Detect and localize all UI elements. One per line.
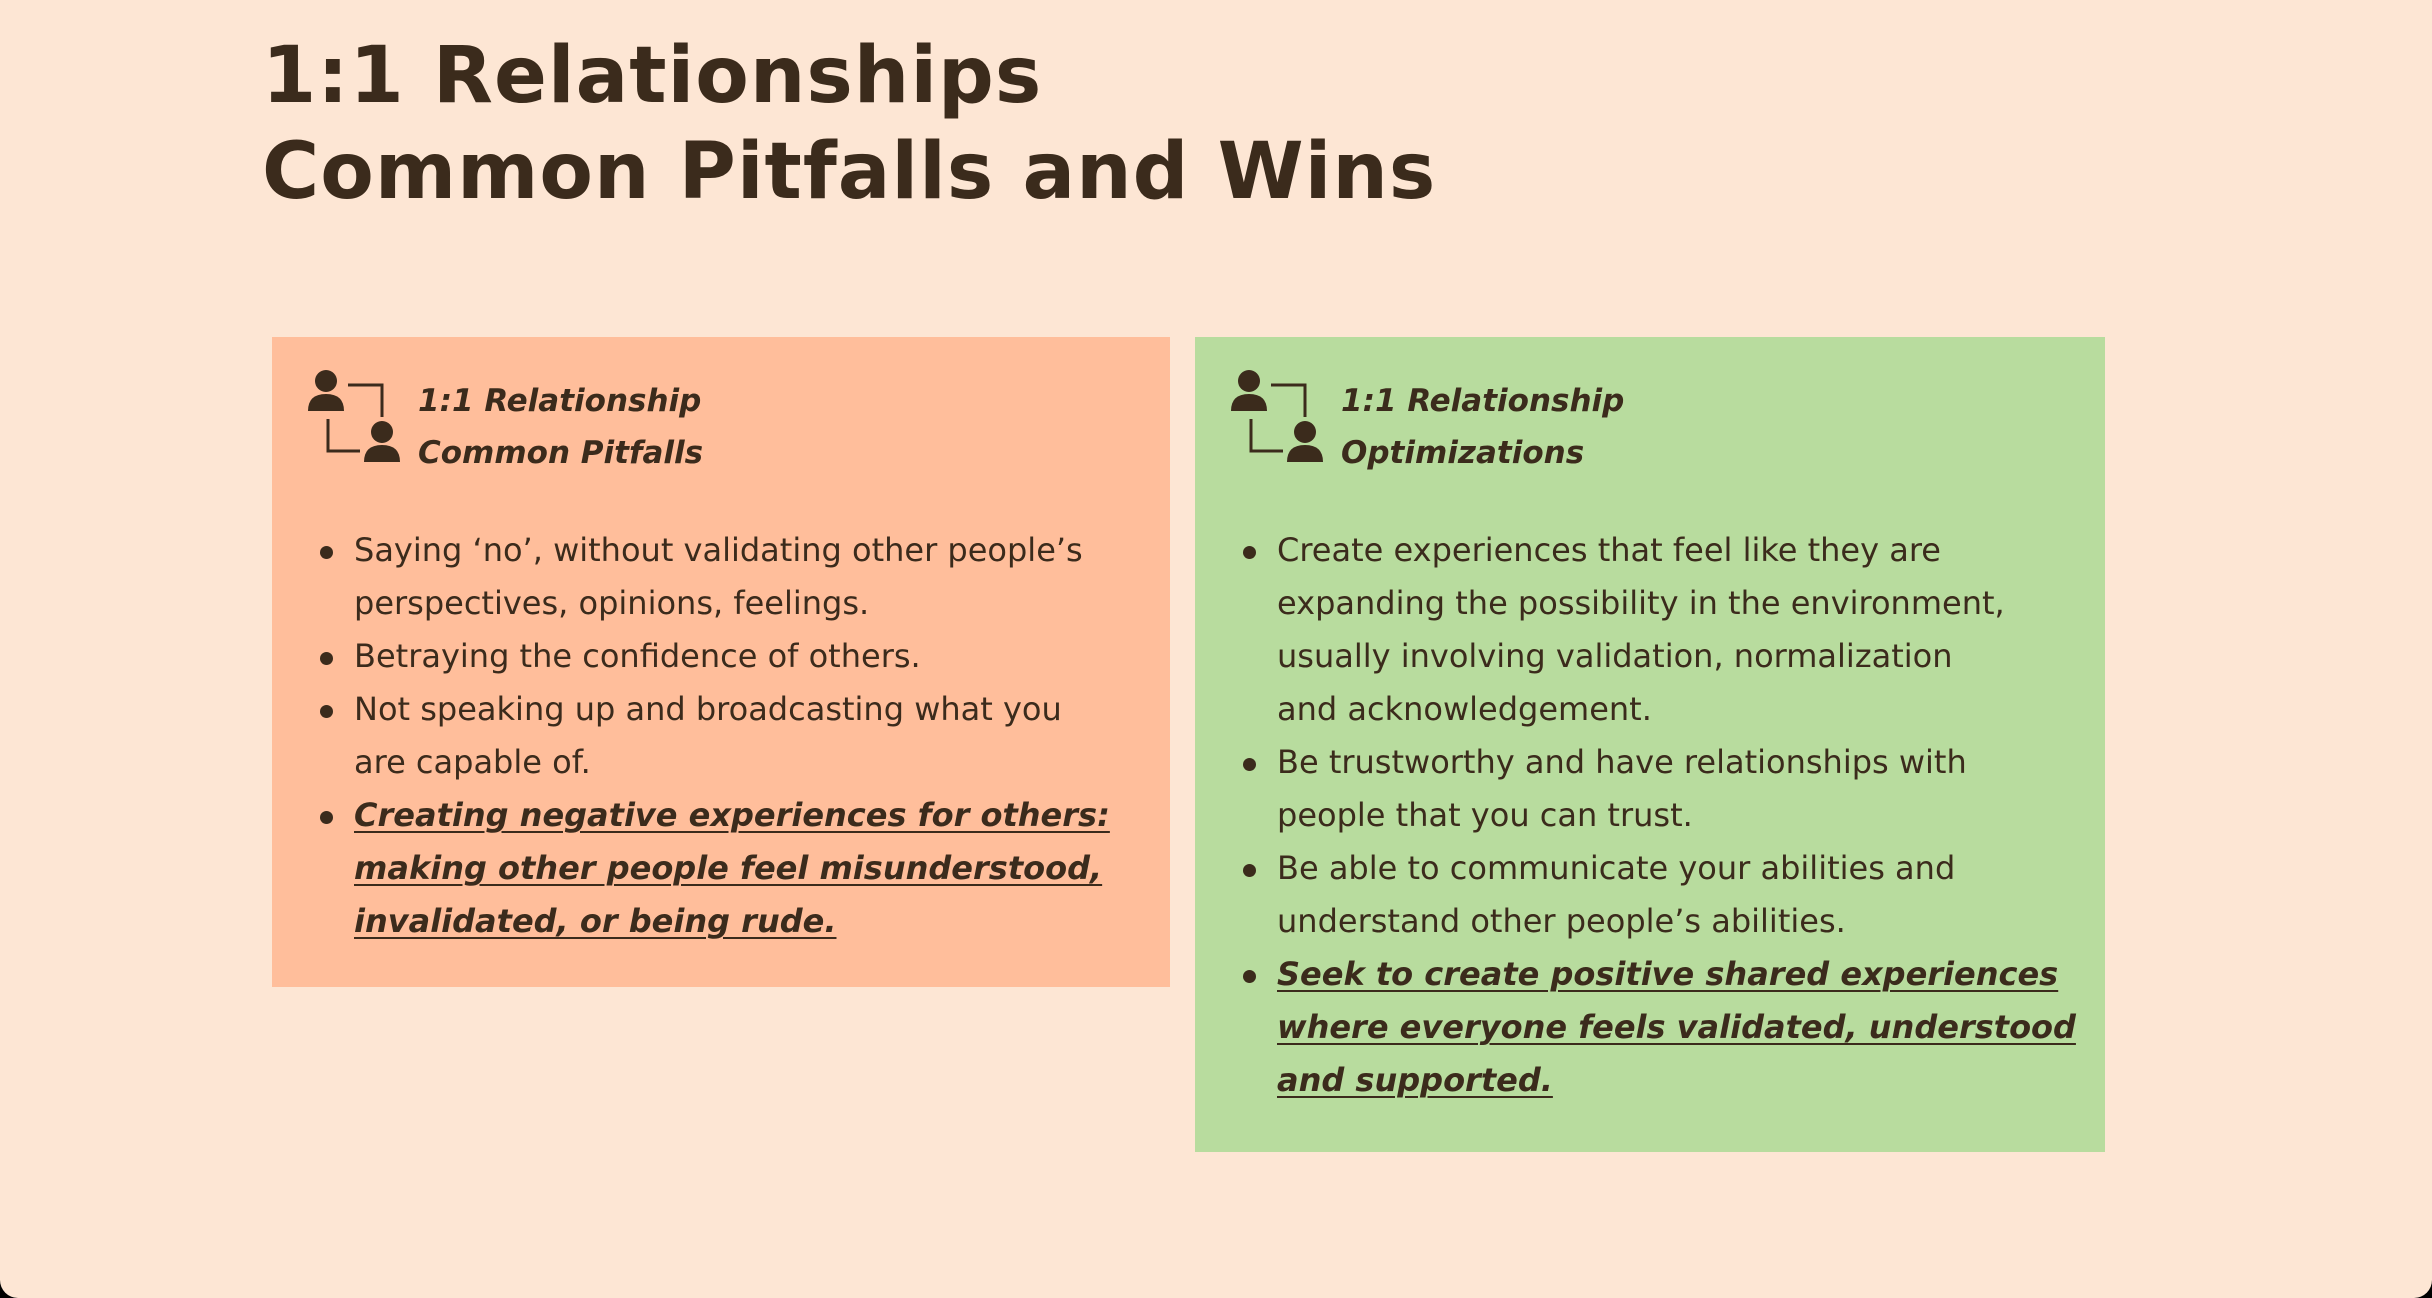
list-item: Create experiences that feel like they a… [1239,524,2089,736]
list-item-line: Betraying the confidence of others. [354,637,921,675]
list-item-line: understand other people’s abilities. [1277,902,1846,940]
pitfalls-list: Saying ‘no’, without validating other pe… [316,524,1156,948]
optimizations-heading: 1:1 Relationship Optimizations [1341,375,1624,479]
pitfalls-heading-line-1: 1:1 Relationship [418,383,702,419]
list-item-line: Seek to create positive shared experienc… [1277,955,2059,993]
slide-title: 1:1 Relationships Common Pitfalls and Wi… [262,28,1436,220]
slide-title-line-2: Common Pitfalls and Wins [262,127,1437,217]
optimizations-card-header: 1:1 Relationship Optimizations [1229,365,2029,475]
optimizations-card: 1:1 Relationship Optimizations Create ex… [1195,337,2105,1152]
list-item: Saying ‘no’, without validating other pe… [316,524,1156,630]
list-item-line: are capable of. [354,743,591,781]
relationship-people-icon [308,370,400,462]
list-item-line: Create experiences that feel like they a… [1277,531,1941,569]
list-item-line: making other people feel misunderstood, [354,849,1103,887]
optimizations-heading-line-1: 1:1 Relationship [1341,383,1625,419]
pitfalls-heading-line-2: Common Pitfalls [418,435,704,471]
list-item-line: perspectives, opinions, feelings. [354,584,870,622]
list-item: Be trustworthy and have relationships wi… [1239,736,2089,842]
list-item-line: where everyone feels validated, understo… [1277,1008,2076,1046]
list-item-line: and supported. [1277,1061,1553,1099]
optimizations-list: Create experiences that feel like they a… [1239,524,2089,1107]
relationship-people-icon [1231,370,1323,462]
pitfalls-card-header: 1:1 Relationship Common Pitfalls [306,365,1106,475]
list-item: Not speaking up and broadcasting what yo… [316,683,1156,789]
optimizations-heading-line-2: Optimizations [1341,435,1585,471]
list-item-line: Creating negative experiences for others… [354,796,1110,834]
pitfalls-card: 1:1 Relationship Common Pitfalls Saying … [272,337,1170,987]
pitfalls-heading: 1:1 Relationship Common Pitfalls [418,375,703,479]
list-item-line: Be able to communicate your abilities an… [1277,849,1956,887]
list-item: Betraying the confidence of others. [316,630,1156,683]
list-item-line: expanding the possibility in the environ… [1277,584,2005,622]
list-item-line: Not speaking up and broadcasting what yo… [354,690,1062,728]
list-item-line: and acknowledgement. [1277,690,1652,728]
list-item-emphasis: Seek to create positive shared experienc… [1239,948,2089,1107]
list-item-line: Saying ‘no’, without validating other pe… [354,531,1083,569]
list-item-line: people that you can trust. [1277,796,1693,834]
list-item-line: invalidated, or being rude. [354,902,837,940]
list-item-line: usually involving validation, normalizat… [1277,637,1953,675]
slide-title-line-1: 1:1 Relationships [262,31,1043,121]
list-item: Be able to communicate your abilities an… [1239,842,2089,948]
list-item-emphasis: Creating negative experiences for others… [316,789,1156,948]
list-item-line: Be trustworthy and have relationships wi… [1277,743,1967,781]
